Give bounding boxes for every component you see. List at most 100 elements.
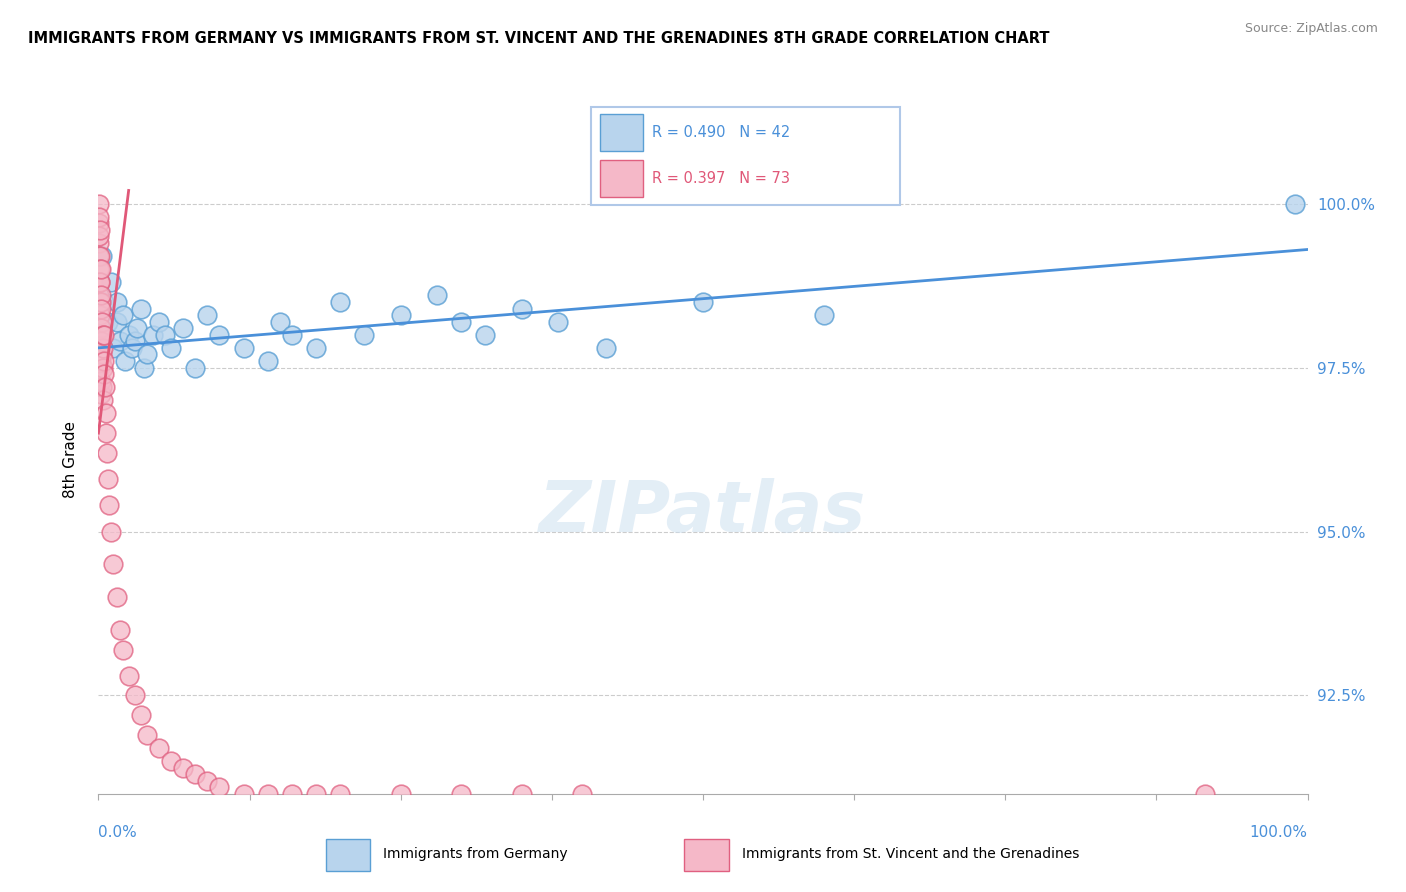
Point [89, 295, 111, 310]
Point [89, 223, 111, 237]
Point [91, 315, 114, 329]
Point [281, 327, 304, 342]
Point [101, 341, 124, 355]
Bar [685, 839, 730, 871]
Point [96, 426, 118, 441]
Point [135, 728, 157, 742]
Point [97, 472, 120, 486]
Point [426, 288, 449, 302]
Point [89, 262, 111, 277]
Point [91, 327, 114, 342]
Point [232, 341, 254, 355]
Point [91, 341, 114, 355]
Point [89, 249, 111, 263]
Point [91, 249, 114, 263]
Point [172, 321, 194, 335]
Point [547, 315, 569, 329]
Point [91, 393, 114, 408]
Point [153, 327, 176, 342]
Point [105, 590, 128, 604]
Point [89, 301, 111, 316]
Point [87, 196, 110, 211]
Point [111, 308, 134, 322]
Point [305, 787, 328, 801]
Point [208, 780, 231, 795]
Point [118, 669, 141, 683]
Point [89, 249, 111, 263]
Point [281, 787, 304, 801]
Point [195, 773, 218, 788]
Text: 0.0%: 0.0% [98, 825, 138, 840]
Point [129, 301, 152, 316]
Point [96, 446, 118, 460]
Point [89, 210, 111, 224]
Point [100, 275, 122, 289]
Point [142, 327, 165, 342]
Point [90, 301, 112, 316]
Point [127, 321, 149, 335]
Point [87, 288, 110, 302]
Bar [326, 839, 371, 871]
Point [98, 498, 121, 512]
Point [118, 327, 141, 342]
Text: ZIPatlas: ZIPatlas [540, 478, 866, 548]
Point [692, 295, 714, 310]
Point [129, 708, 152, 723]
FancyBboxPatch shape [591, 107, 900, 205]
Point [108, 334, 131, 349]
Point [329, 787, 352, 801]
Point [89, 347, 111, 361]
Point [148, 741, 170, 756]
Text: Immigrants from Germany: Immigrants from Germany [382, 847, 568, 861]
Point [450, 787, 472, 801]
Point [571, 787, 593, 801]
Point [184, 767, 207, 781]
Point [389, 308, 412, 322]
Point [305, 341, 328, 355]
Point [91, 347, 114, 361]
Point [89, 360, 111, 375]
Point [93, 295, 115, 310]
Point [90, 295, 112, 310]
Point [90, 334, 112, 349]
Point [90, 288, 112, 302]
Point [256, 354, 278, 368]
Point [94, 407, 117, 421]
Point [89, 275, 111, 289]
Text: 100.0%: 100.0% [1250, 825, 1308, 840]
Point [184, 360, 207, 375]
Text: Immigrants from St. Vincent and the Grenadines: Immigrants from St. Vincent and the Gren… [741, 847, 1078, 861]
Point [160, 754, 183, 768]
Point [89, 275, 111, 289]
Point [90, 374, 112, 388]
Point [1194, 787, 1216, 801]
Point [91, 360, 114, 375]
Text: Source: ZipAtlas.com: Source: ZipAtlas.com [1244, 22, 1378, 36]
Point [269, 315, 291, 329]
Point [89, 308, 111, 322]
Point [91, 380, 114, 394]
Point [87, 235, 110, 250]
Point [329, 295, 352, 310]
Point [353, 327, 375, 342]
Point [172, 761, 194, 775]
Point [89, 334, 111, 349]
Point [94, 380, 117, 394]
Point [89, 327, 111, 342]
Point [256, 787, 278, 801]
Point [87, 262, 110, 277]
Point [813, 308, 835, 322]
Bar [600, 160, 643, 197]
Point [595, 341, 617, 355]
Point [474, 327, 496, 342]
Point [1284, 196, 1306, 211]
Point [90, 334, 112, 349]
Text: R = 0.397   N = 73: R = 0.397 N = 73 [652, 171, 790, 186]
Point [90, 354, 112, 368]
Point [450, 315, 472, 329]
Point [510, 787, 533, 801]
Point [195, 308, 218, 322]
Point [114, 354, 136, 368]
Point [97, 315, 120, 329]
Point [510, 301, 533, 316]
